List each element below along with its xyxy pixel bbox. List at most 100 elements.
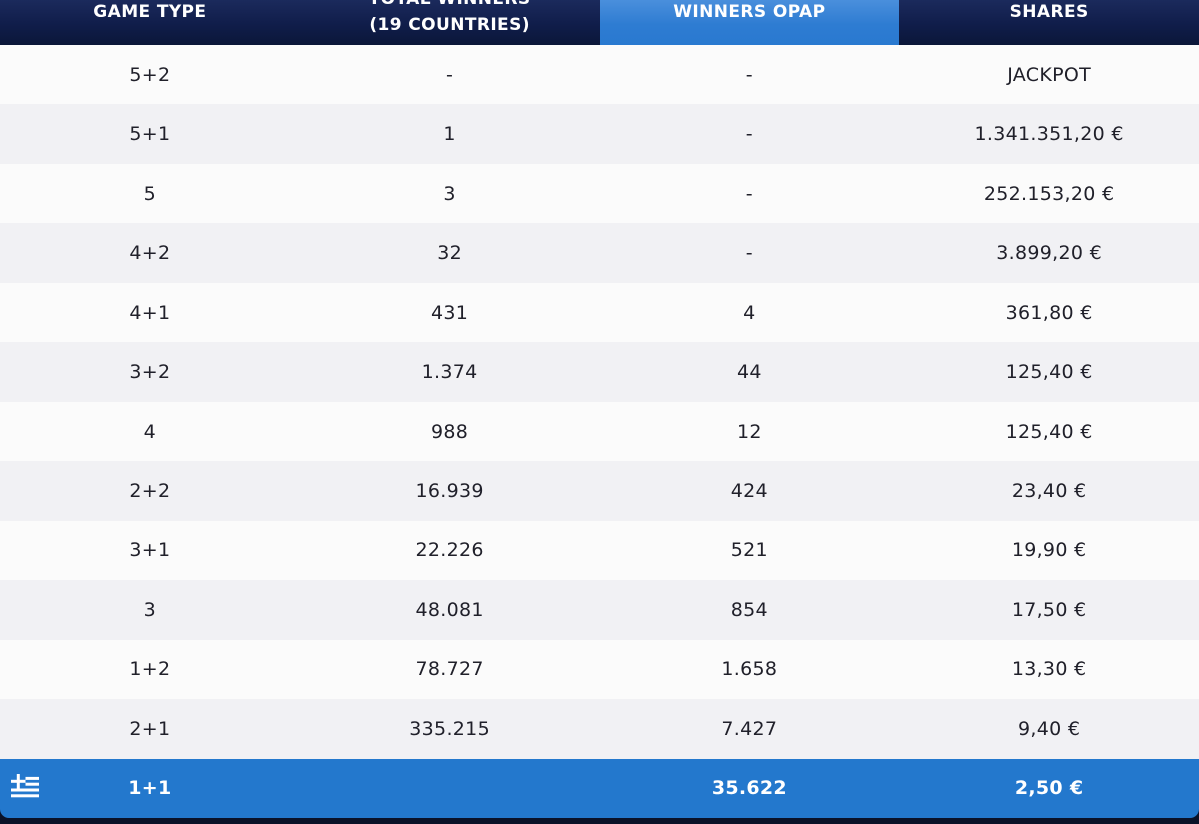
game-type-value: 4+1 bbox=[129, 301, 171, 324]
column-header-total-winners: TOTAL WINNERS (19 COUNTRIES) bbox=[300, 0, 600, 45]
game-type-cell: 4+2 bbox=[0, 223, 300, 282]
winners-opap-cell: 1.658 bbox=[600, 640, 900, 699]
greek-flag-icon bbox=[11, 774, 39, 802]
total-winners-cell: 22.226 bbox=[300, 521, 600, 580]
game-type-value: 5+1 bbox=[129, 123, 171, 146]
winners-opap-cell: 44 bbox=[600, 342, 900, 401]
column-header-game-type: GAME TYPE bbox=[0, 0, 300, 45]
shares-cell: 252.153,20 € bbox=[899, 164, 1199, 223]
shares-cell: 2,50 € bbox=[899, 759, 1199, 818]
column-header-shares-label: SHARES bbox=[1009, 2, 1089, 22]
total-winners-cell: 3 bbox=[300, 164, 600, 223]
shares-cell: 19,90 € bbox=[899, 521, 1199, 580]
shares-value: 125,40 € bbox=[1005, 361, 1093, 384]
column-header-winners-opap[interactable]: WINNERS OPAP bbox=[599, 0, 900, 45]
shares-cell: 23,40 € bbox=[899, 461, 1199, 520]
total-winners-value: - bbox=[446, 63, 454, 86]
winners-opap-value: - bbox=[745, 63, 753, 86]
winners-opap-cell: - bbox=[600, 164, 900, 223]
total-winners-value: 16.939 bbox=[415, 480, 484, 503]
winners-opap-cell: 7.427 bbox=[600, 699, 900, 758]
game-type-cell: 3+2 bbox=[0, 342, 300, 401]
table-row: 5 3 - 252.153,20 € bbox=[0, 163, 1199, 224]
table-row: 5+2 - - JACKPOT bbox=[0, 45, 1199, 105]
table-row: 4 988 12 125,40 € bbox=[0, 401, 1199, 462]
total-winners-cell: 431 bbox=[300, 283, 600, 342]
game-type-cell: 1+1 bbox=[0, 759, 300, 818]
shares-cell: 361,80 € bbox=[899, 283, 1199, 342]
winners-opap-value: 35.622 bbox=[711, 777, 787, 800]
total-winners-value: 1 bbox=[443, 123, 456, 146]
total-winners-cell: 48.081 bbox=[300, 580, 600, 639]
shares-value: 2,50 € bbox=[1014, 777, 1084, 800]
game-type-value: 2+2 bbox=[129, 480, 171, 503]
winners-opap-value: 44 bbox=[736, 361, 762, 384]
table-row: 3+1 22.226 521 19,90 € bbox=[0, 520, 1199, 581]
table-body: 5+2 - - JACKPOT bbox=[0, 45, 1199, 819]
total-winners-cell: 32 bbox=[300, 223, 600, 282]
game-type-cell: 5+2 bbox=[0, 45, 300, 104]
column-header-shares: SHARES bbox=[899, 0, 1199, 45]
game-type-cell: 5 bbox=[0, 164, 300, 223]
winners-opap-cell: 4 bbox=[600, 283, 900, 342]
shares-cell: 13,30 € bbox=[899, 640, 1199, 699]
table-row: 4+1 431 4 361,80 € bbox=[0, 282, 1199, 343]
column-header-total-winners-line2: (19 COUNTRIES) bbox=[369, 15, 530, 35]
table-row: 4+2 32 - 3.899,20 € bbox=[0, 223, 1199, 283]
winners-opap-cell: - bbox=[600, 223, 900, 282]
winners-opap-cell: - bbox=[600, 104, 900, 163]
game-type-value: 3+1 bbox=[129, 539, 171, 562]
shares-value: 9,40 € bbox=[1018, 717, 1081, 740]
winners-opap-value: - bbox=[745, 242, 753, 265]
game-type-value: 1+1 bbox=[128, 777, 172, 800]
total-winners-value: 48.081 bbox=[415, 598, 484, 621]
winners-opap-value: 424 bbox=[730, 480, 768, 503]
shares-cell: 125,40 € bbox=[899, 342, 1199, 401]
total-winners-value: 32 bbox=[437, 242, 463, 265]
shares-cell: 3.899,20 € bbox=[899, 223, 1199, 282]
total-winners-cell: 78.727 bbox=[300, 640, 600, 699]
game-type-cell: 3 bbox=[0, 580, 300, 639]
shares-value: 23,40 € bbox=[1011, 480, 1087, 503]
winners-opap-cell: 424 bbox=[600, 461, 900, 520]
winners-opap-cell: 12 bbox=[600, 402, 900, 461]
total-winners-cell: 1 bbox=[300, 104, 600, 163]
game-type-cell: 1+2 bbox=[0, 640, 300, 699]
column-header-game-type-label: GAME TYPE bbox=[93, 2, 207, 22]
total-winners-cell: 16.939 bbox=[300, 461, 600, 520]
winners-opap-value: - bbox=[745, 182, 753, 205]
game-type-cell: 4+1 bbox=[0, 283, 300, 342]
table-row: 5+1 1 - 1.341.351,20 € bbox=[0, 104, 1199, 164]
shares-cell: JACKPOT bbox=[899, 45, 1199, 104]
game-type-value: 3 bbox=[143, 598, 157, 621]
game-type-value: 2+1 bbox=[129, 717, 171, 740]
shares-cell: 125,40 € bbox=[899, 402, 1199, 461]
winners-opap-value: - bbox=[745, 123, 753, 146]
total-winners-value: 1.374 bbox=[421, 361, 478, 384]
column-header-total-winners-line1: TOTAL WINNERS bbox=[369, 0, 531, 12]
table-row: 1+2 78.727 1.658 13,30 € bbox=[0, 639, 1199, 700]
total-winners-value: 22.226 bbox=[415, 539, 484, 562]
total-winners-value: 3 bbox=[443, 182, 456, 205]
winners-opap-value: 7.427 bbox=[721, 717, 778, 740]
winners-opap-cell: 35.622 bbox=[600, 759, 900, 818]
winners-opap-value: 1.658 bbox=[721, 658, 778, 681]
game-type-cell: 2+1 bbox=[0, 699, 300, 758]
shares-value: 3.899,20 € bbox=[996, 242, 1102, 265]
game-type-cell: 5+1 bbox=[0, 104, 300, 163]
game-type-value: 1+2 bbox=[129, 658, 171, 681]
total-winners-cell: 335.215 bbox=[300, 699, 600, 758]
game-type-cell: 2+2 bbox=[0, 461, 300, 520]
winners-opap-value: 854 bbox=[730, 598, 768, 621]
game-type-value: 5 bbox=[143, 182, 157, 205]
column-header-winners-opap-label: WINNERS OPAP bbox=[673, 2, 826, 22]
table-header: GAME TYPE TOTAL WINNERS (19 COUNTRIES) W… bbox=[0, 0, 1199, 45]
winners-opap-cell: 854 bbox=[600, 580, 900, 639]
total-winners-cell bbox=[300, 759, 600, 818]
game-type-value: 4 bbox=[143, 420, 157, 443]
game-type-cell: 4 bbox=[0, 402, 300, 461]
table-row: 3+2 1.374 44 125,40 € bbox=[0, 342, 1199, 402]
total-winners-cell: 988 bbox=[300, 402, 600, 461]
shares-value: 125,40 € bbox=[1005, 420, 1093, 443]
